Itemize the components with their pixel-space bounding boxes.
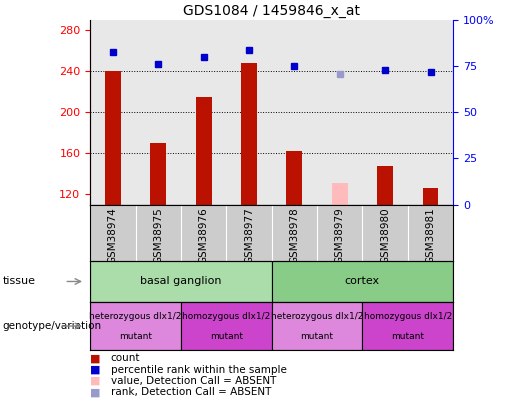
Text: GSM38976: GSM38976 [199, 207, 209, 264]
Text: ■: ■ [90, 354, 100, 363]
Text: cortex: cortex [345, 277, 380, 286]
Text: GSM38980: GSM38980 [380, 207, 390, 264]
Text: GSM38979: GSM38979 [335, 207, 345, 264]
Text: GSM38977: GSM38977 [244, 207, 254, 264]
Bar [363, 302, 453, 350]
Text: basal ganglion: basal ganglion [140, 277, 221, 286]
Text: mutant: mutant [119, 332, 152, 341]
Bar [90, 302, 181, 350]
Text: mutant: mutant [301, 332, 334, 341]
Text: mutant: mutant [391, 332, 424, 341]
Text: heterozygous dlx1/2: heterozygous dlx1/2 [271, 312, 363, 321]
Bar [272, 261, 453, 302]
Bar [150, 143, 166, 205]
Text: percentile rank within the sample: percentile rank within the sample [111, 365, 287, 375]
Text: heterozygous dlx1/2: heterozygous dlx1/2 [89, 312, 182, 321]
Bar [90, 261, 272, 302]
Bar [423, 188, 438, 205]
Text: ■: ■ [90, 388, 100, 397]
Bar [196, 97, 212, 205]
Text: tissue: tissue [3, 277, 36, 286]
Bar [332, 183, 348, 205]
Text: genotype/variation: genotype/variation [3, 321, 101, 331]
Text: GSM38974: GSM38974 [108, 207, 118, 264]
Text: GSM38975: GSM38975 [153, 207, 163, 264]
Text: mutant: mutant [210, 332, 243, 341]
Text: value, Detection Call = ABSENT: value, Detection Call = ABSENT [111, 376, 276, 386]
Text: homozygous dlx1/2: homozygous dlx1/2 [182, 312, 270, 321]
Bar [241, 63, 257, 205]
Bar [377, 166, 393, 205]
Bar [272, 302, 363, 350]
Bar [105, 71, 121, 205]
Text: count: count [111, 354, 140, 363]
Text: homozygous dlx1/2: homozygous dlx1/2 [364, 312, 452, 321]
Text: GSM38978: GSM38978 [289, 207, 299, 264]
Title: GDS1084 / 1459846_x_at: GDS1084 / 1459846_x_at [183, 4, 360, 18]
Bar [286, 151, 302, 205]
Text: ■: ■ [90, 376, 100, 386]
Bar [181, 302, 272, 350]
Text: ■: ■ [90, 365, 100, 375]
Text: GSM38981: GSM38981 [425, 207, 436, 264]
Text: rank, Detection Call = ABSENT: rank, Detection Call = ABSENT [111, 388, 271, 397]
